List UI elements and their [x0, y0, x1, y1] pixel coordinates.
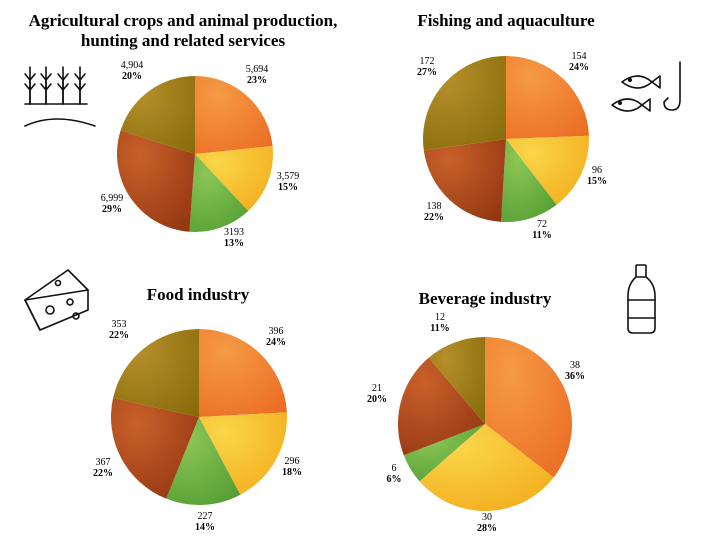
- cheese-icon: [24, 269, 89, 331]
- food-percent-label: 14%: [195, 522, 215, 533]
- beverage-pie-slice-5: [428, 336, 485, 424]
- beverage-percent-label: 11%: [430, 323, 449, 334]
- wheat-icon: [24, 66, 96, 127]
- agriculture-value-label: 5,694: [246, 64, 269, 75]
- fishing-percent-label: 27%: [417, 67, 437, 78]
- agriculture-pie-slice-4: [117, 130, 195, 232]
- agriculture-pie-slice-3: [189, 154, 249, 232]
- beverage-percent-label: 6%: [387, 474, 402, 485]
- food-value-label: 353: [112, 319, 127, 330]
- food-pie-slice-1: [199, 329, 287, 417]
- food-value-label: 367: [96, 457, 111, 468]
- fishing-value-label: 154: [572, 51, 587, 62]
- food-value-label: 227: [198, 511, 213, 522]
- fishing-value-label: 138: [427, 201, 442, 212]
- agriculture-percent-label: 13%: [224, 238, 244, 249]
- bottle-icon: [627, 264, 656, 334]
- chart-title-agriculture-line1: Agricultural crops and animal production…: [29, 11, 338, 30]
- chart-title-agriculture-line2: hunting and related services: [81, 31, 286, 50]
- food-percent-label: 22%: [109, 330, 129, 341]
- food-pie-slice-4: [110, 398, 199, 499]
- beverage-value-label: 12: [435, 312, 445, 323]
- food-percent-label: 22%: [93, 468, 113, 479]
- fishing-pie-slice-5: [422, 55, 506, 151]
- fish-hook-icon: [611, 61, 681, 112]
- agriculture-percent-label: 15%: [278, 182, 298, 193]
- chart-title-food: Food industry: [147, 285, 250, 304]
- agriculture-value-label: 4,904: [121, 60, 144, 71]
- fishing-pie-slice-2: [506, 135, 589, 205]
- beverage-pie-slice-1: [485, 337, 573, 478]
- fishing-value-label: 172: [420, 56, 435, 67]
- fishing-percent-label: 24%: [569, 62, 589, 73]
- agriculture-percent-label: 29%: [102, 204, 122, 215]
- fishing-pie-slice-4: [423, 139, 506, 222]
- beverage-value-label: 38: [570, 360, 580, 371]
- beverage-value-label: 6: [392, 463, 397, 474]
- agriculture-pie-slice-1: [195, 76, 273, 154]
- fishing-percent-label: 22%: [424, 212, 444, 223]
- food-percent-label: 24%: [266, 337, 286, 348]
- food-value-label: 296: [285, 456, 300, 467]
- chart-title-fishing: Fishing and aquaculture: [417, 11, 595, 30]
- beverage-pie-slice-3: [403, 424, 485, 482]
- beverage-percent-label: 28%: [477, 523, 497, 534]
- agriculture-pie-slice-5: [120, 76, 195, 154]
- agriculture-percent-label: 20%: [122, 71, 142, 82]
- food-pie-slice-2: [199, 412, 288, 495]
- beverage-value-label: 30: [482, 512, 492, 523]
- fishing-value-label: 72: [537, 219, 547, 230]
- food-value-label: 396: [269, 326, 284, 337]
- agriculture-percent-label: 23%: [247, 75, 267, 86]
- chart-title-beverage: Beverage industry: [419, 289, 552, 308]
- fishing-pie-slice-3: [501, 139, 557, 222]
- beverage-value-label: 21: [372, 383, 382, 394]
- fishing-pie-slice-1: [506, 56, 589, 139]
- beverage-percent-label: 20%: [367, 394, 387, 405]
- fishing-value-label: 96: [592, 165, 602, 176]
- beverage-percent-label: 36%: [565, 371, 585, 382]
- beverage-pie-slice-2: [419, 424, 554, 512]
- agriculture-value-label: 3,579: [277, 171, 300, 182]
- food-percent-label: 18%: [282, 467, 302, 478]
- fishing-percent-label: 11%: [532, 230, 551, 241]
- agriculture-value-label: 3193: [224, 227, 244, 238]
- agriculture-value-label: 6,999: [101, 193, 124, 204]
- fishing-percent-label: 15%: [587, 176, 607, 187]
- beverage-pie-slice-4: [397, 357, 485, 456]
- food-pie-slice-5: [113, 328, 199, 417]
- food-pie-slice-3: [166, 417, 241, 506]
- agriculture-pie-slice-2: [195, 146, 274, 212]
